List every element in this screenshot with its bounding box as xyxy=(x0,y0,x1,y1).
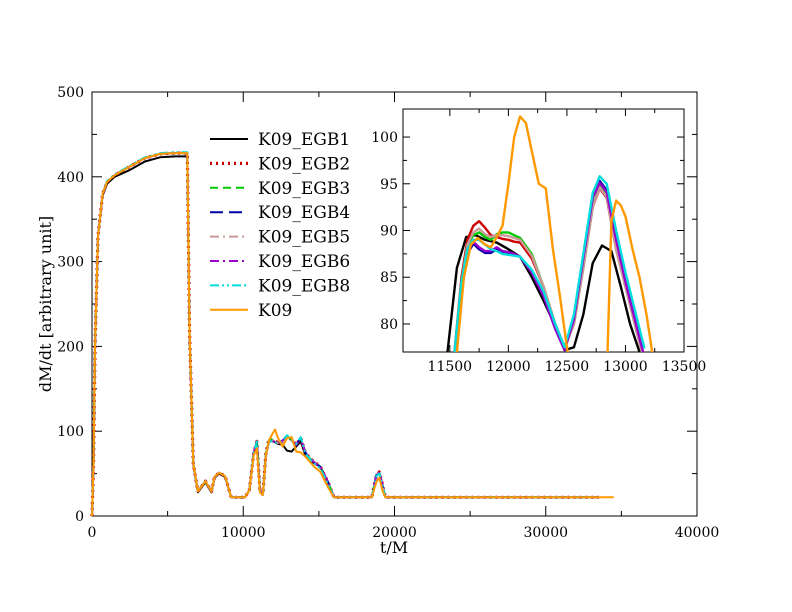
legend-label-k09-egb1: K09_EGB1 xyxy=(258,130,350,150)
main-x-tick-label: 40000 xyxy=(675,525,720,541)
main-y-tick-label: 200 xyxy=(57,339,84,355)
main-y-tick-label: 500 xyxy=(57,85,84,101)
inset-x-tick-label: 12500 xyxy=(545,359,590,375)
inset-series-line-k09-egb6 xyxy=(453,181,645,352)
legend-label-k09: K09 xyxy=(258,301,292,321)
main-axis-ticks: 0 10000 20000 30000 40000 0 100 200 300 400 500 xyxy=(57,85,719,541)
main-x-tick-label: 10000 xyxy=(221,525,266,541)
inset-y-tick-label: 80 xyxy=(380,317,398,333)
inset-x-tick-label: 12000 xyxy=(486,359,531,375)
main-x-tick-label: 30000 xyxy=(523,525,568,541)
legend: K09_EGB1 K09_EGB2 K09_EGB3 K09_EGB4 K09_EGB5… xyxy=(210,130,350,321)
main-series-group xyxy=(90,151,614,517)
inset-series-group xyxy=(446,115,654,352)
inset-plot-frame xyxy=(402,108,685,353)
inset-y-tick-label: 95 xyxy=(380,177,398,193)
inset-x-tick-label: 11500 xyxy=(428,359,473,375)
legend-label-k09-egb6: K09_EGB6 xyxy=(258,252,350,272)
y-axis-label: dM/dt [arbitrary unit] xyxy=(36,216,55,392)
main-series-line-k09 xyxy=(91,152,614,517)
legend-label-k09-egb3: K09_EGB3 xyxy=(258,179,350,199)
main-x-tick-label: 20000 xyxy=(372,525,417,541)
main-y-tick-label: 400 xyxy=(57,170,84,186)
legend-label-k09-egb4: K09_EGB4 xyxy=(258,203,350,223)
main-y-tick-label: 300 xyxy=(57,255,84,271)
inset-series-line-k09 xyxy=(455,115,654,352)
inset-y-tick-label: 90 xyxy=(380,224,398,240)
legend-label-k09-egb5: K09_EGB5 xyxy=(258,228,350,248)
inset-x-tick-label: 13000 xyxy=(603,359,648,375)
inset-y-tick-label: 85 xyxy=(380,270,398,286)
x-axis-label: t/M xyxy=(380,538,408,557)
legend-label-k09-egb8: K09_EGB8 xyxy=(258,276,350,296)
main-x-tick-label: 0 xyxy=(88,525,97,541)
main-y-tick-label: 100 xyxy=(57,424,84,440)
legend-label-k09-egb2: K09_EGB2 xyxy=(258,154,350,174)
inset-axis-ticks: 11500 12000 12500 13000 13500 80 85 90 95 100 xyxy=(371,109,706,375)
inset-x-tick-label: 13500 xyxy=(662,359,707,375)
inset-y-tick-label: 100 xyxy=(371,130,398,146)
main-y-tick-label: 0 xyxy=(75,509,84,525)
